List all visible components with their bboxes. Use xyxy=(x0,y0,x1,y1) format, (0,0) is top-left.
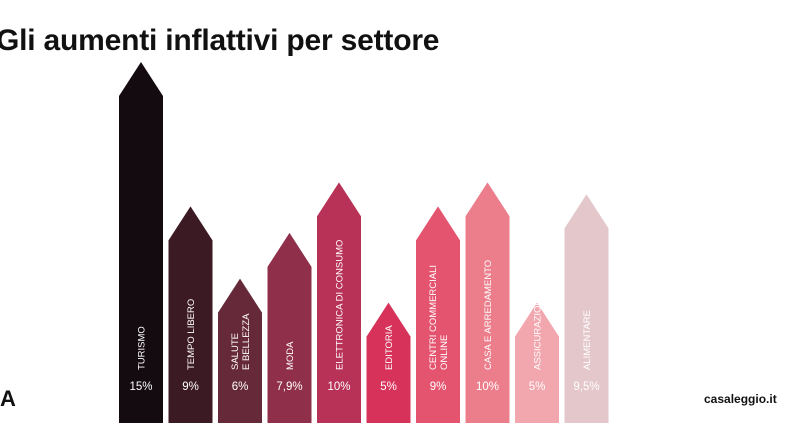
category-label-line: CENTRI COMMERCIALI xyxy=(428,265,439,370)
category-label-line: ELETTRONICA DI CONSUMO xyxy=(335,240,346,370)
category-label-line: CASA E ARREDAMENTO xyxy=(483,260,494,370)
corner-letter: A xyxy=(0,386,16,411)
bar xyxy=(119,62,163,423)
category-label: ASSICURAZIONI xyxy=(533,296,544,370)
category-label: TURISMO xyxy=(137,326,148,370)
value-label: 15% xyxy=(129,381,152,393)
category-label-line: ONLINE xyxy=(439,335,450,370)
category-label-line: TEMPO LIBERO xyxy=(186,299,197,370)
value-label: 10% xyxy=(476,381,499,393)
category-label-line: MODA xyxy=(285,341,296,370)
bar-group: TEMPO LIBERO 9% xyxy=(168,206,213,423)
bar-group: EDITORIA 5% xyxy=(366,302,411,423)
category-label-line: ASSICURAZIONI xyxy=(533,296,544,370)
brand-label: casaleggio.it xyxy=(704,392,777,406)
category-label-line: ALIMENTARE xyxy=(582,310,593,370)
category-label: TEMPO LIBERO xyxy=(186,299,197,370)
bar-group: CENTRI COMMERCIALIONLINE 9% xyxy=(416,206,460,423)
category-label: CENTRI COMMERCIALIONLINE xyxy=(428,265,450,370)
value-label: 6% xyxy=(232,381,249,393)
chart-title: Gli aumenti inflattivi per settore xyxy=(0,24,440,57)
bar xyxy=(564,194,609,423)
category-label-line: SALUTE xyxy=(230,333,241,370)
value-label: 5% xyxy=(380,381,397,393)
category-label-line: E BELLEZZA xyxy=(241,313,252,370)
category-label: ELETTRONICA DI CONSUMO xyxy=(335,240,346,370)
bar-group: ASSICURAZIONI 5% xyxy=(515,296,559,423)
bar-group: SALUTEE BELLEZZA 6% xyxy=(218,278,262,423)
category-label: CASA E ARREDAMENTO xyxy=(483,260,494,370)
value-label: 10% xyxy=(327,381,350,393)
bar xyxy=(267,232,312,423)
value-label: 5% xyxy=(529,381,546,393)
bar xyxy=(465,182,510,423)
bar-group: MODA 7,9% xyxy=(267,232,312,423)
category-label-line: EDITORIA xyxy=(384,325,395,370)
bar xyxy=(366,302,411,423)
bar-group: TURISMO 15% xyxy=(119,62,163,423)
bar-group: ELETTRONICA DI CONSUMO 10% xyxy=(317,182,361,423)
value-label: 9% xyxy=(430,381,447,393)
bar xyxy=(317,182,361,423)
value-label: 9,5% xyxy=(573,381,599,393)
bar xyxy=(416,206,460,423)
category-label: MODA xyxy=(285,341,296,370)
category-label: EDITORIA xyxy=(384,325,395,370)
bar xyxy=(218,278,262,423)
value-label: 7,9% xyxy=(276,381,302,393)
bar-group: CASA E ARREDAMENTO 10% xyxy=(465,182,510,423)
category-label-line: TURISMO xyxy=(137,326,148,370)
category-label: SALUTEE BELLEZZA xyxy=(230,313,252,370)
bar xyxy=(168,206,213,423)
bar-group: ALIMENTARE 9,5% xyxy=(564,194,609,423)
value-label: 9% xyxy=(182,381,199,393)
bar xyxy=(515,302,559,423)
category-label: ALIMENTARE xyxy=(582,310,593,370)
